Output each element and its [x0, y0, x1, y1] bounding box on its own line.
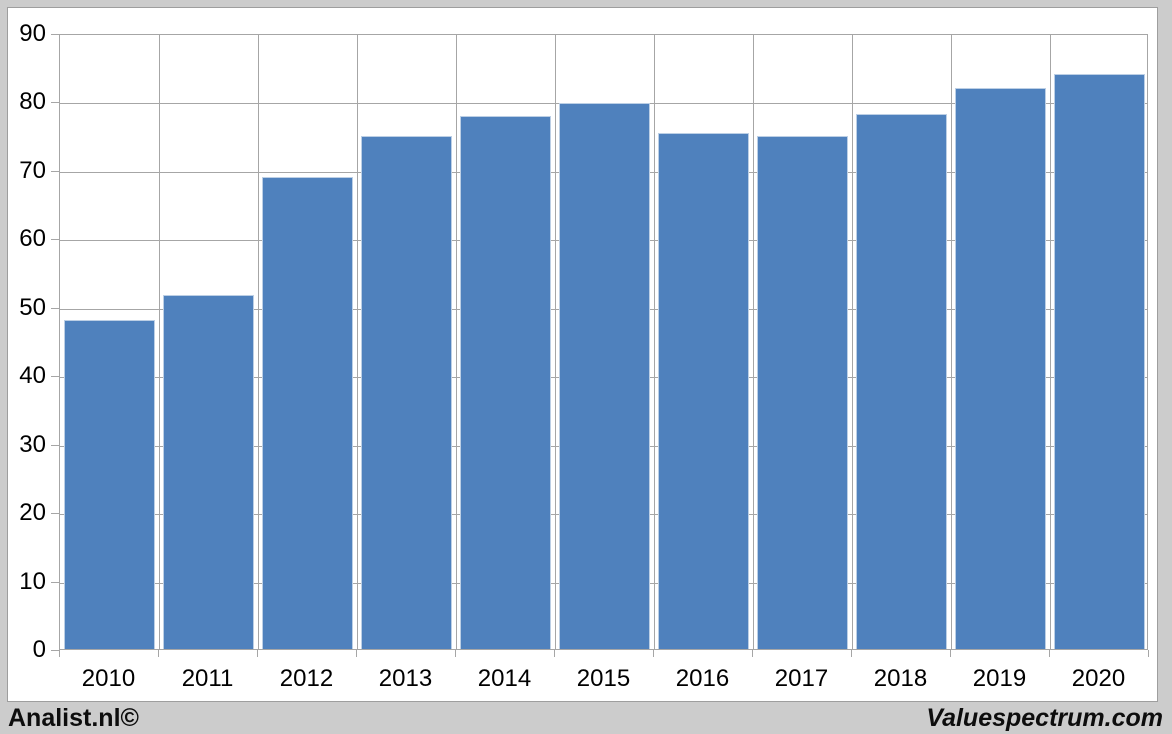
bar-2016 — [658, 133, 749, 649]
gridline-vertical — [456, 35, 457, 649]
x-axis-tick — [950, 650, 951, 657]
y-axis-label: 30 — [19, 430, 46, 458]
x-axis-label: 2014 — [477, 665, 532, 692]
brand-valuespectrum: Valuespectrum.com — [926, 704, 1163, 732]
bar-2017 — [757, 136, 848, 649]
x-axis-label: 2020 — [1071, 665, 1126, 692]
x-axis-label: 2013 — [378, 665, 433, 692]
bar-2018 — [856, 114, 947, 649]
x-axis-tick — [851, 650, 852, 657]
x-axis-tick — [455, 650, 456, 657]
y-axis-label: 90 — [19, 20, 46, 47]
x-axis-tick — [158, 650, 159, 657]
x-axis-tick — [653, 650, 654, 657]
x-axis-tick — [1148, 650, 1149, 657]
gridline-vertical — [753, 35, 754, 649]
y-axis-tick — [51, 513, 59, 515]
x-axis-tick — [356, 650, 357, 657]
gridline-vertical — [852, 35, 853, 649]
bar-2011 — [163, 295, 254, 649]
bar-2012 — [262, 177, 353, 649]
x-axis-label: 2016 — [675, 665, 730, 692]
y-axis-tick — [51, 239, 59, 241]
y-axis-label: 80 — [19, 88, 46, 116]
x-axis-tick — [554, 650, 555, 657]
x-axis-tick — [752, 650, 753, 657]
x-axis-label: 2011 — [181, 665, 234, 692]
y-axis-label: 0 — [32, 636, 46, 663]
chart-panel: 0 10 20 30 40 50 60 70 80 90 2010 2011 2012 2013 2014 2… — [7, 7, 1158, 702]
x-axis-tick — [257, 650, 258, 657]
y-axis-label: 10 — [19, 567, 46, 595]
gridline-vertical — [357, 35, 358, 649]
x-axis-label: 2010 — [81, 665, 136, 692]
y-axis-label: 40 — [19, 362, 46, 390]
brand-analist: Analist.nl© — [8, 704, 139, 732]
bar-2013 — [361, 136, 452, 649]
y-axis-tick — [51, 170, 59, 172]
y-axis-label: 20 — [19, 499, 46, 527]
y-axis-label: 60 — [19, 225, 46, 253]
bar-2020 — [1054, 74, 1145, 649]
bar-2014 — [460, 116, 551, 649]
y-axis-tick — [51, 444, 59, 446]
x-axis-tick — [59, 650, 60, 657]
bar-2019 — [955, 88, 1046, 649]
gridline-vertical — [1050, 35, 1051, 649]
x-axis-label: 2018 — [873, 665, 928, 692]
y-axis-label: 50 — [19, 293, 46, 321]
y-axis-tick — [51, 34, 59, 35]
y-axis-tick — [51, 102, 59, 104]
bar-2015 — [559, 103, 650, 649]
gridline-vertical — [951, 35, 952, 649]
gridline-vertical — [555, 35, 556, 649]
x-axis-tick — [1049, 650, 1050, 657]
plot-area — [59, 34, 1148, 650]
y-axis-label: 70 — [19, 156, 46, 184]
y-axis-tick — [51, 650, 59, 651]
gridline-vertical — [159, 35, 160, 649]
footer-bar: Analist.nl© Valuespectrum.com — [0, 702, 1172, 734]
y-axis-tick — [51, 581, 59, 583]
x-axis-label: 2019 — [972, 665, 1027, 692]
x-axis-label: 2012 — [279, 665, 334, 692]
bar-2010 — [64, 320, 155, 649]
gridline-vertical — [654, 35, 655, 649]
y-axis-tick — [51, 376, 59, 378]
y-axis-tick — [51, 307, 59, 309]
x-axis-label: 2015 — [576, 665, 631, 692]
x-axis-label: 2017 — [774, 665, 829, 692]
gridline-vertical — [258, 35, 259, 649]
